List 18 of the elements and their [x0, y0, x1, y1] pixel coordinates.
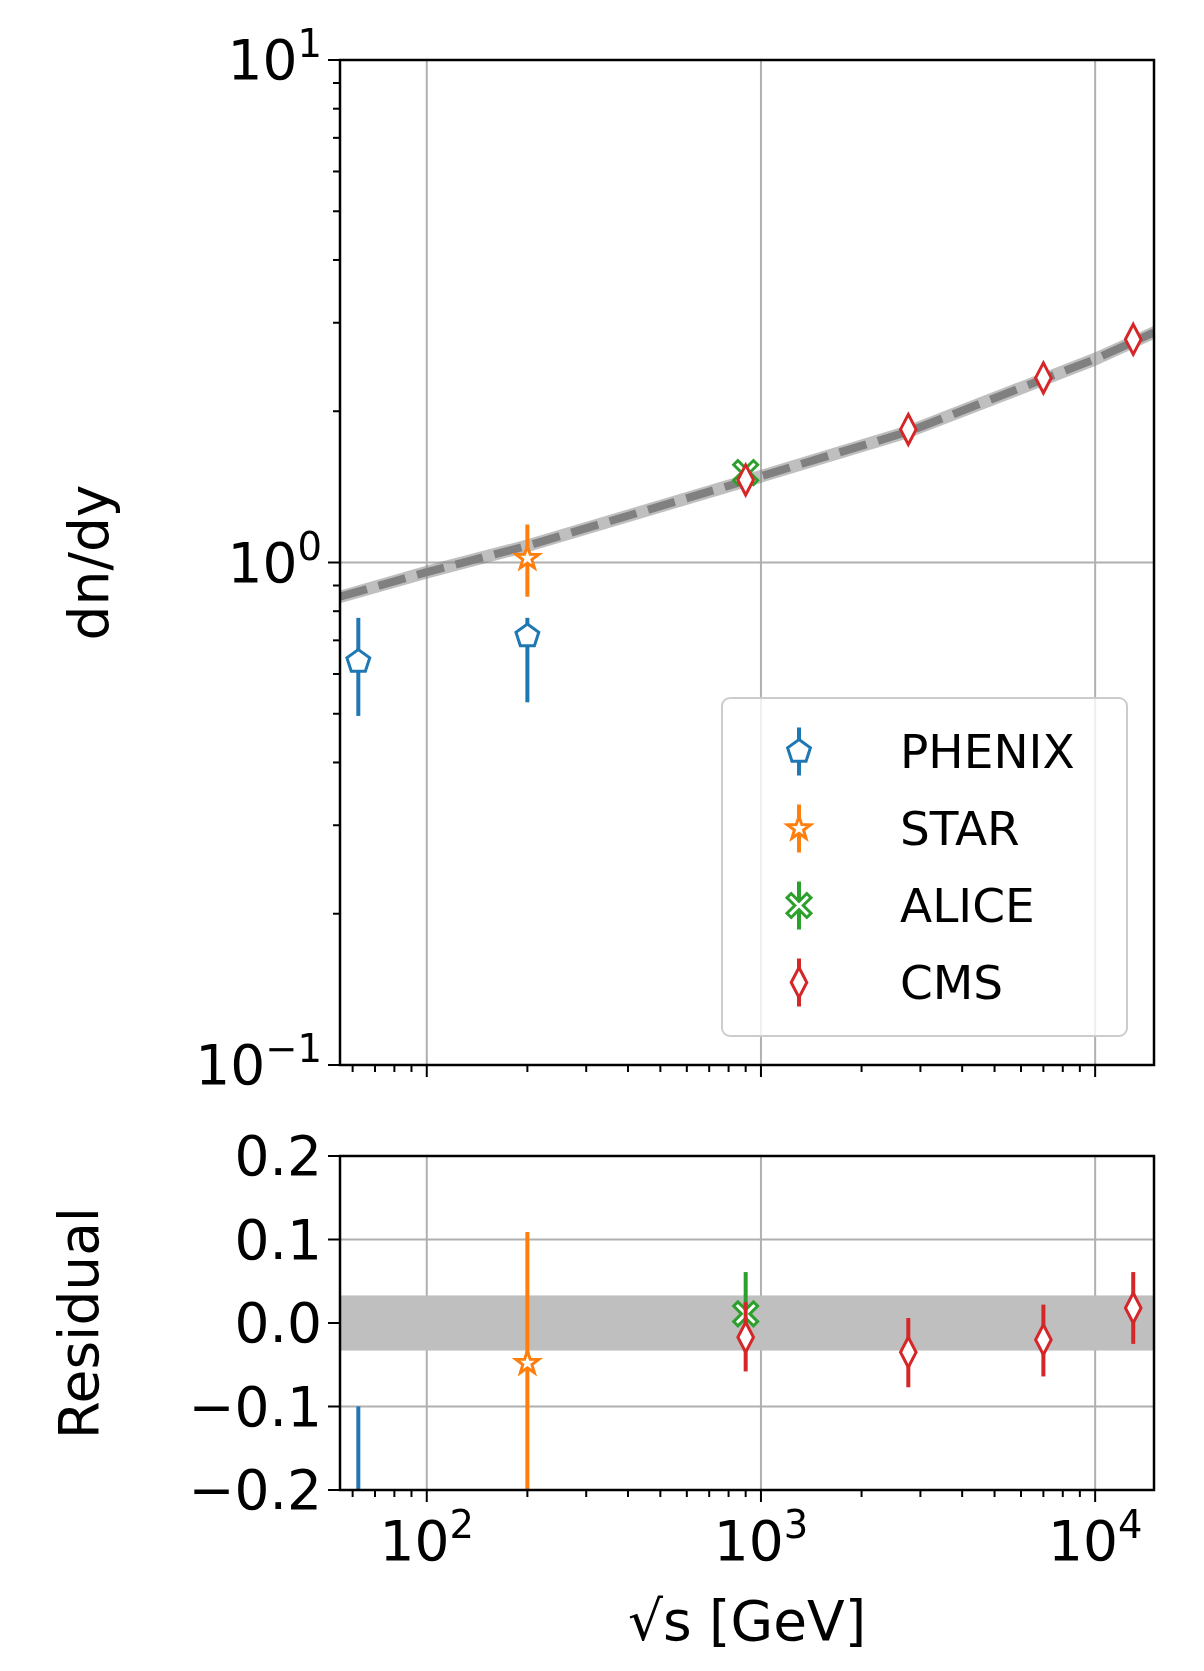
legend-label: ALICE: [900, 877, 1035, 933]
y-tick-label: 10$^{0}$: [227, 523, 322, 595]
y-tick-label: −0.1: [188, 1374, 322, 1439]
x-axis-title: √s [GeV]: [627, 1589, 867, 1653]
legend-label: STAR: [900, 800, 1020, 856]
y-tick-label: 10$^{−1}$: [195, 1025, 322, 1098]
y-tick-label: −0.2: [188, 1458, 322, 1523]
y-tick-label: 0.1: [234, 1207, 322, 1272]
x-tick-label: 10$^{3}$: [713, 1501, 809, 1573]
x-tick-label: 10$^{4}$: [1047, 1501, 1143, 1573]
y-tick-label: 10$^{1}$: [227, 20, 322, 93]
x-tick-label: 10$^{2}$: [379, 1501, 475, 1573]
legend-label: PHENIX: [900, 723, 1075, 779]
y-axis-title: Residual: [47, 1206, 111, 1440]
y-tick-label: 0.2: [234, 1124, 322, 1189]
y-axis-title: dn/dy: [57, 484, 121, 641]
legend-label: CMS: [900, 954, 1004, 1010]
y-tick-label: 0.0: [234, 1291, 322, 1356]
